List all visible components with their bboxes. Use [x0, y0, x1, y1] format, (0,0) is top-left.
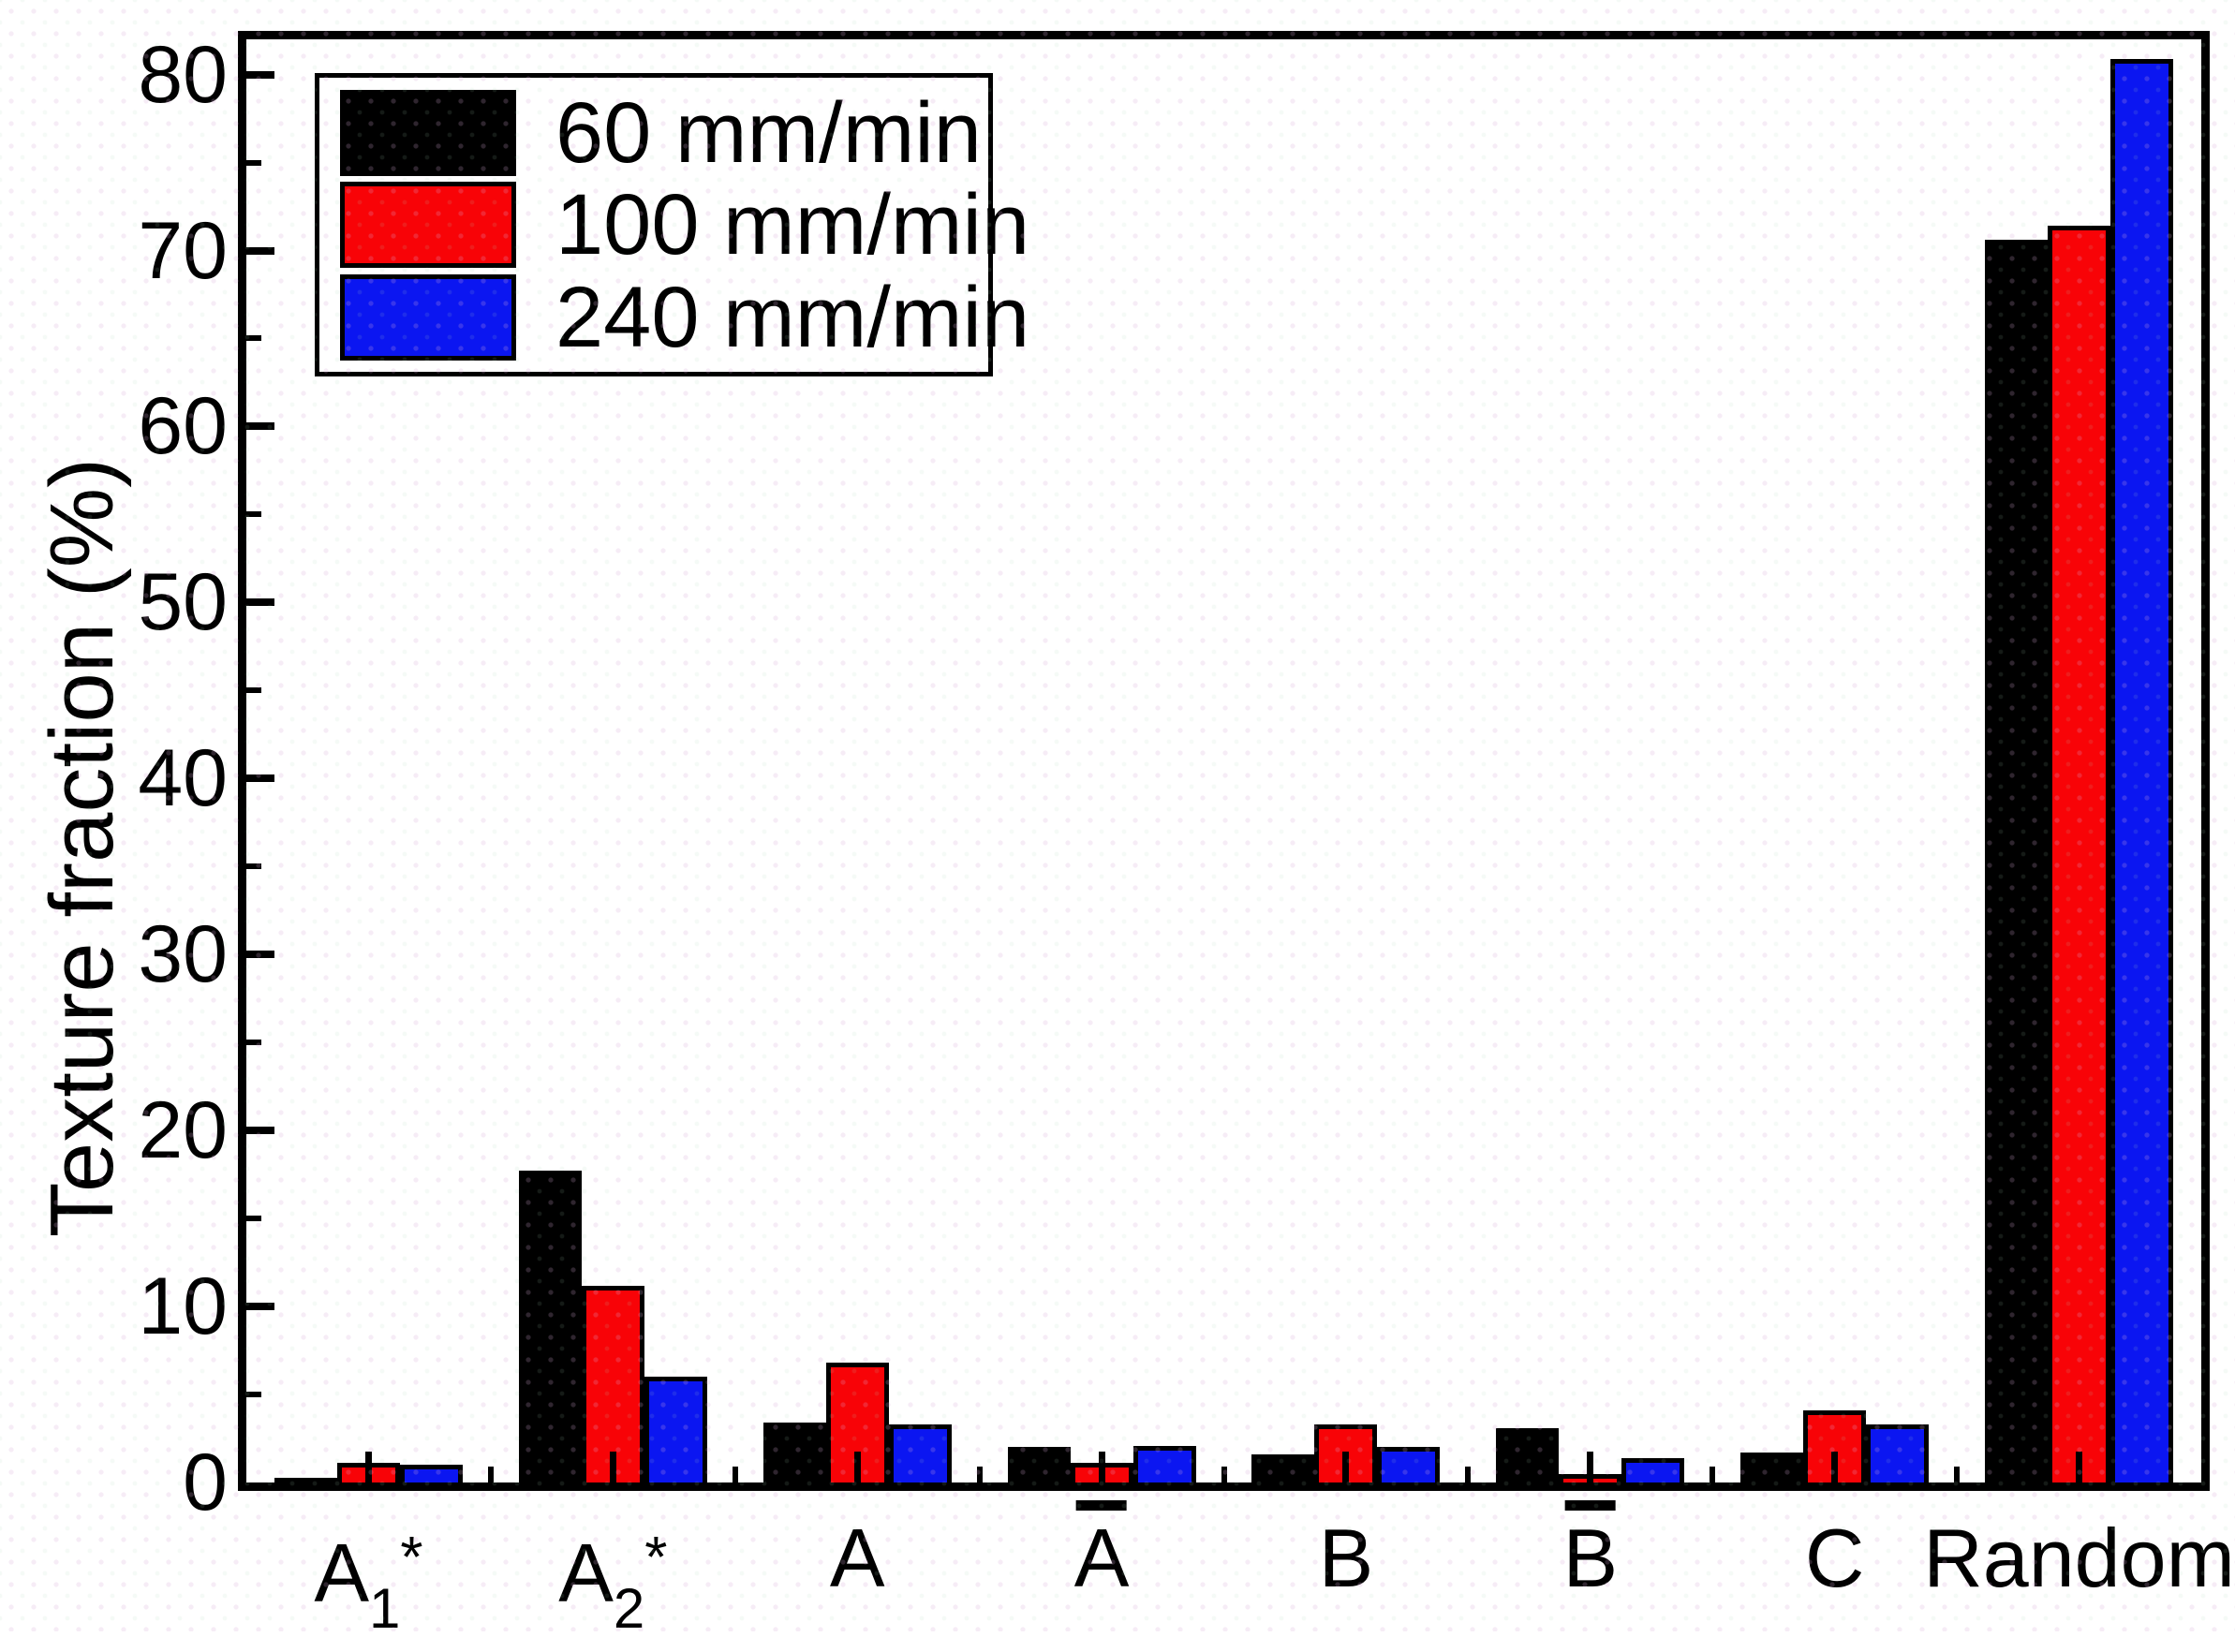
x-major-tick — [1587, 1452, 1594, 1482]
legend-swatch-60 — [340, 89, 516, 176]
y-minor-tick — [246, 1216, 261, 1222]
legend-label-100: 100 mm/min — [555, 177, 1030, 273]
x-category-label-A1: A1* — [314, 1526, 423, 1640]
y-minor-tick — [246, 863, 261, 870]
bar-C-240mmmin — [1866, 1423, 1930, 1482]
y-major-tick — [246, 1127, 274, 1135]
bar-A-240mmmin — [888, 1423, 952, 1482]
bar-A2-60mmmin — [518, 1171, 582, 1482]
bar-A-100mmmin — [825, 1363, 889, 1482]
y-tick-label-70: 70 — [138, 205, 228, 296]
y-minor-tick — [246, 687, 261, 694]
x-major-tick — [1098, 1452, 1105, 1482]
x-major-tick — [364, 1452, 372, 1482]
y-major-tick — [246, 774, 274, 783]
bar-A-60mmmin — [762, 1423, 826, 1482]
x-category-label-C: C — [1804, 1512, 1865, 1604]
y-minor-tick — [246, 511, 261, 518]
bar-B-240mmmin — [1621, 1457, 1685, 1482]
y-minor-tick — [246, 1392, 261, 1398]
y-tick-label-50: 50 — [138, 557, 228, 648]
axis-ticks-layer — [246, 39, 2201, 1482]
y-tick-label-20: 20 — [138, 1085, 228, 1176]
x-minor-tick — [487, 1467, 494, 1482]
legend-label-60: 60 mm/min — [555, 84, 982, 181]
x-major-tick — [609, 1452, 616, 1482]
bar-C-60mmmin — [1740, 1453, 1804, 1482]
x-category-label-A: A — [1073, 1500, 1130, 1604]
bar-A2-240mmmin — [644, 1377, 707, 1482]
x-minor-tick — [1954, 1467, 1961, 1482]
y-minor-tick — [246, 159, 261, 166]
x-major-tick — [853, 1452, 861, 1482]
x-category-label-A2: A2* — [558, 1526, 668, 1640]
y-tick-label-60: 60 — [138, 381, 228, 472]
bar-B-60mmmin — [1496, 1427, 1560, 1482]
y-major-tick — [246, 598, 274, 607]
bar-A-240mmmin — [1132, 1445, 1196, 1482]
x-category-label-B: B — [1318, 1512, 1374, 1604]
x-minor-tick — [976, 1467, 983, 1482]
plot-area — [238, 31, 2210, 1491]
legend-row: 240 mm/min — [340, 273, 1029, 361]
y-major-tick — [246, 1303, 274, 1311]
bar-A2-100mmmin — [581, 1285, 644, 1482]
x-major-tick — [1831, 1452, 1839, 1482]
legend-row: 60 mm/min — [340, 84, 988, 181]
x-major-tick — [1342, 1452, 1350, 1482]
x-minor-tick — [1221, 1467, 1227, 1482]
x-minor-tick — [1465, 1467, 1472, 1482]
legend-row: 100 mm/min — [340, 182, 1029, 268]
x-minor-tick — [732, 1467, 738, 1482]
legend-swatch-100 — [340, 182, 516, 268]
y-tick-label-0: 0 — [183, 1438, 228, 1527]
y-tick-label-80: 80 — [138, 29, 228, 120]
x-major-tick — [2076, 1452, 2083, 1482]
y-major-tick — [246, 246, 274, 255]
bar-Random-100mmmin — [2048, 226, 2111, 1482]
x-category-label-B: B — [1562, 1500, 1619, 1604]
x-category-label-A: A — [829, 1512, 885, 1604]
y-tick-label-10: 10 — [138, 1261, 228, 1352]
bars-layer — [246, 39, 2201, 1482]
bar-Random-240mmmin — [2110, 58, 2174, 1482]
bar-B-240mmmin — [1377, 1447, 1441, 1482]
x-category-label-Random: Random — [1923, 1512, 2235, 1604]
y-minor-tick — [246, 335, 261, 342]
y-minor-tick — [246, 1040, 261, 1046]
bar-A-60mmmin — [1007, 1447, 1071, 1482]
y-major-tick — [246, 951, 274, 959]
y-tick-label-30: 30 — [138, 909, 228, 1000]
bar-Random-60mmmin — [1985, 240, 2049, 1482]
y-major-tick — [246, 422, 274, 431]
y-tick-label-40: 40 — [138, 733, 228, 824]
legend-swatch-240 — [340, 273, 516, 361]
legend-label-240: 240 mm/min — [555, 269, 1030, 365]
x-minor-tick — [1710, 1467, 1716, 1482]
bar-A1-240mmmin — [399, 1465, 463, 1482]
bar-A1-60mmmin — [274, 1478, 337, 1482]
y-major-tick — [246, 70, 274, 79]
legend: 60 mm/min 100 mm/min 240 mm/min — [315, 73, 1029, 376]
bar-B-60mmmin — [1251, 1453, 1315, 1482]
